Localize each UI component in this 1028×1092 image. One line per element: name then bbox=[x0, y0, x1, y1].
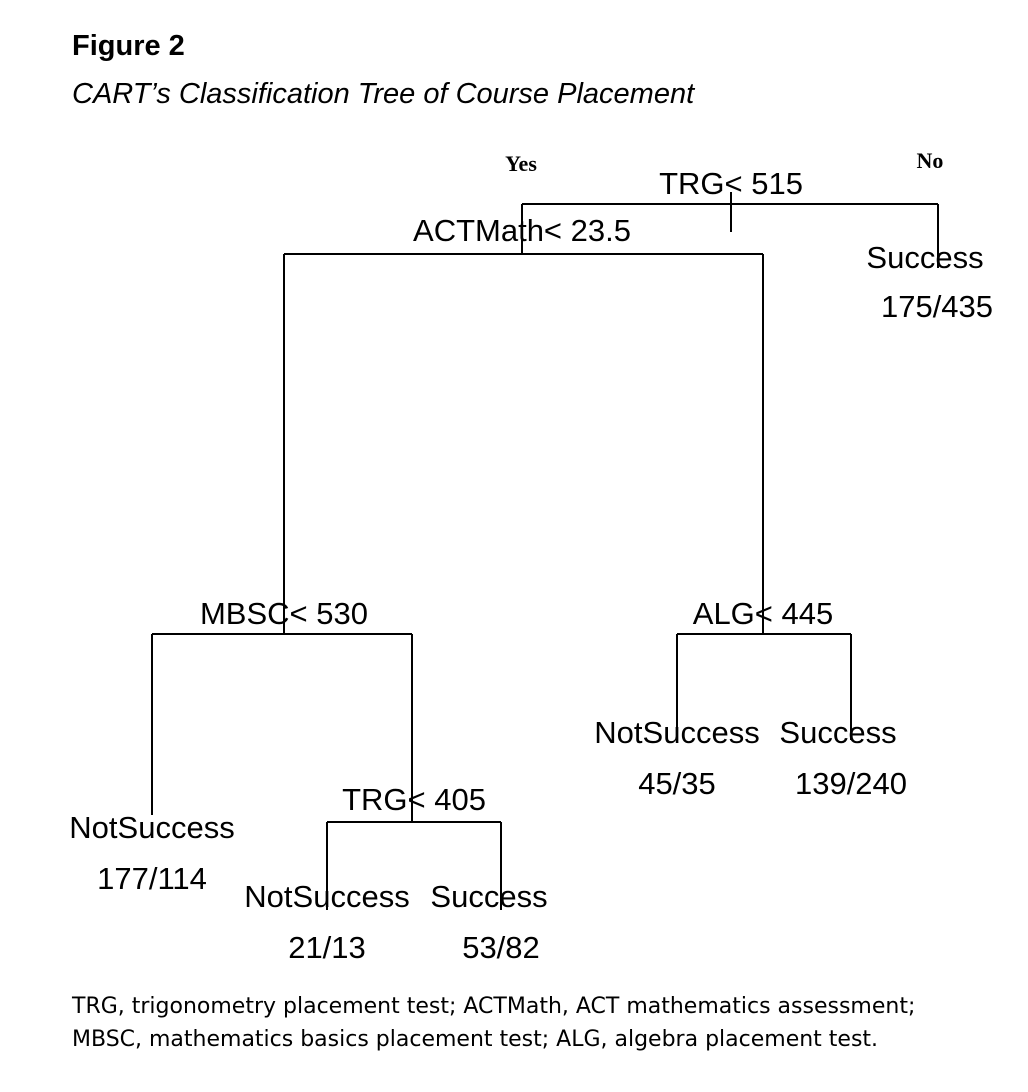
trg405-edges bbox=[326, 821, 502, 910]
split-label-trg405: TRG< 405 bbox=[342, 782, 486, 817]
split-label-alg: ALG< 445 bbox=[693, 596, 833, 631]
leaf-counts-root-right: 175/435 bbox=[881, 289, 993, 324]
leaf-class-alg-right: Success bbox=[779, 715, 896, 750]
figure-caption: CART’s Classification Tree of Course Pla… bbox=[72, 78, 695, 110]
yes-branch-label: Yes bbox=[505, 151, 537, 176]
leaf-class-alg-left: NotSuccess bbox=[594, 715, 759, 750]
no-branch-label: No bbox=[917, 148, 944, 173]
mbsc-edges bbox=[151, 633, 413, 822]
leaf-counts-trg405-left: 21/13 bbox=[288, 930, 366, 965]
leaf-class-root-right: Success bbox=[866, 240, 983, 275]
footnote-line-1: TRG, trigonometry placement test; ACTMat… bbox=[72, 994, 916, 1019]
leaf-counts-alg-right: 139/240 bbox=[795, 766, 907, 801]
actmath-edges bbox=[283, 253, 764, 634]
figure-footnote: TRG, trigonometry placement test; ACTMat… bbox=[72, 990, 1012, 1056]
leaf-counts-alg-left: 45/35 bbox=[638, 766, 716, 801]
leaf-counts-trg405-right: 53/82 bbox=[462, 930, 540, 965]
leaf-class-trg405-left: NotSuccess bbox=[244, 879, 409, 914]
leaf-class-mbsc-left: NotSuccess bbox=[69, 810, 234, 845]
figure-label: Figure 2 bbox=[72, 30, 185, 62]
root-edges bbox=[521, 192, 939, 268]
leaf-counts-mbsc-left: 177/114 bbox=[97, 861, 207, 896]
split-label-actmath: ACTMath< 23.5 bbox=[413, 213, 631, 248]
split-label-mbsc: MBSC< 530 bbox=[200, 596, 368, 631]
leaf-class-trg405-right: Success bbox=[430, 879, 547, 914]
split-label-root: TRG< 515 bbox=[659, 166, 803, 201]
footnote-line-2: MBSC, mathematics basics placement test;… bbox=[72, 1027, 879, 1052]
alg-edges bbox=[676, 633, 852, 740]
